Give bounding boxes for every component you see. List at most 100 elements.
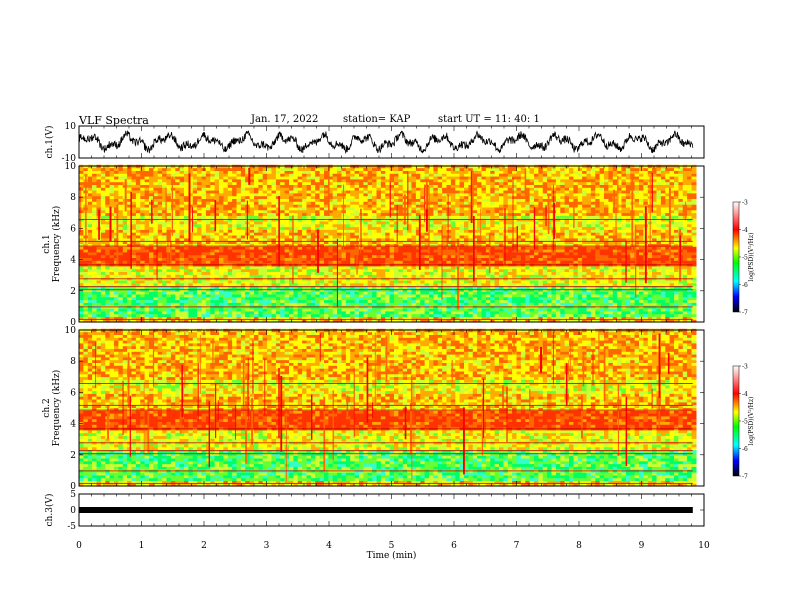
spectrogram-cell <box>280 204 286 208</box>
spectrogram-cell <box>254 271 259 275</box>
spectrogram-cell <box>464 206 469 211</box>
spectrogram-cell <box>79 243 84 247</box>
spectrogram-cell <box>306 302 312 306</box>
spectrogram-cell <box>240 170 246 174</box>
spectrogram-cell <box>332 313 338 317</box>
spectrogram-cell <box>249 215 255 219</box>
spectrogram-cell <box>127 257 133 261</box>
spectrogram-cell <box>442 279 448 284</box>
spectrogram-cell <box>179 246 185 250</box>
spectrogram-cell <box>398 167 404 171</box>
spectrogram-cell <box>442 173 448 177</box>
spectrogram-cell <box>219 254 224 258</box>
spectrogram-cell <box>302 178 308 183</box>
spectrogram-cell <box>407 243 413 247</box>
spectrogram-cell <box>415 260 421 264</box>
spectrogram-cell <box>332 257 338 261</box>
spectrogram-cell <box>109 206 115 211</box>
spectrogram-cell <box>79 296 84 301</box>
spectrogram-cell <box>402 223 408 228</box>
spectrogram-cell <box>249 170 255 174</box>
spectrogram-cell <box>367 282 373 287</box>
spectrogram-cell <box>96 249 102 253</box>
spectrogram-cell <box>385 302 391 306</box>
spectrogram-cell <box>319 246 325 250</box>
spectrogram-cell <box>118 192 124 197</box>
spectrogram-cell <box>144 240 150 244</box>
spectrogram-cell <box>354 170 360 174</box>
spectrogram-cell <box>179 291 185 295</box>
spectrogram-cell <box>271 173 277 177</box>
spectrogram-cell <box>415 223 421 228</box>
spectrogram-cell <box>122 310 128 315</box>
spectrogram-cell <box>302 198 308 202</box>
spectrogram-cell <box>144 229 150 233</box>
spectrogram-cell <box>135 235 141 239</box>
spectrogram-cell <box>302 249 308 253</box>
spectrogram-cell <box>293 170 299 174</box>
spectrogram-cell <box>127 249 133 253</box>
spectrogram-cell <box>258 235 264 239</box>
spectrogram-cell <box>297 313 303 317</box>
spectrogram-cell <box>179 223 185 228</box>
spectrogram-cell <box>275 274 281 278</box>
spectrogram-cell <box>227 181 233 185</box>
spectrogram-cell <box>455 220 461 225</box>
spectrogram-cell <box>385 285 391 289</box>
spectrogram-cell <box>135 220 141 225</box>
spectrogram-cell <box>223 237 229 242</box>
spectrogram-cell <box>92 212 98 216</box>
spectrogram-cell <box>433 254 439 258</box>
spectrogram-cell <box>240 279 246 284</box>
spectrogram-cell <box>254 268 259 272</box>
spectrogram-cell <box>236 226 242 230</box>
spectrogram-cell <box>118 319 124 323</box>
spectrogram-cell <box>227 296 233 301</box>
spectrogram-cell <box>232 167 238 171</box>
spectrogram-cell <box>188 198 194 202</box>
spectrogram-cell <box>354 187 360 191</box>
spectrogram-cell <box>249 316 255 320</box>
spectrogram-cell <box>188 254 194 258</box>
spectrogram-cell <box>140 254 146 258</box>
spectrogram-cell <box>433 173 439 177</box>
spectrogram-cell <box>380 268 386 272</box>
spectrogram-cell <box>205 209 211 214</box>
spectrogram-cell <box>359 293 364 298</box>
spectrogram-cell <box>92 209 98 214</box>
spectrogram-cell <box>100 220 106 225</box>
spectrogram-cell <box>162 249 168 253</box>
spectrogram-cell <box>459 204 465 208</box>
spectrogram-cell <box>79 257 84 261</box>
spectrogram-cell <box>424 257 430 261</box>
spectrogram-cell <box>205 316 211 320</box>
spectrogram-cell <box>131 240 137 244</box>
spectrogram-cell <box>271 192 277 197</box>
spectrogram-cell <box>188 170 194 174</box>
spectrogram-cell <box>324 215 329 219</box>
spectrogram-cell <box>415 274 421 278</box>
spectrogram-cell <box>289 299 294 303</box>
spectrogram-cell <box>175 198 181 202</box>
spectrogram-cell <box>389 229 395 233</box>
spectrogram-cell <box>411 254 417 258</box>
spectrogram-cell <box>402 313 408 317</box>
spectrogram-cell <box>464 198 469 202</box>
spectrogram-cell <box>420 190 426 194</box>
spectrogram-cell <box>109 296 115 301</box>
spectrogram-cell <box>459 308 465 312</box>
spectrogram-cell <box>214 170 220 174</box>
spectrogram-cell <box>337 271 343 275</box>
spectrogram-cell <box>240 246 246 250</box>
spectrogram-cell <box>319 173 325 177</box>
spectrogram-cell <box>170 181 176 185</box>
spectrogram-cell <box>87 299 93 303</box>
spectrogram-cell <box>464 204 469 208</box>
spectrogram-cell <box>372 184 378 188</box>
spectrogram-cell <box>79 260 84 264</box>
spectrogram-cell <box>140 243 146 247</box>
spectrogram-cell <box>293 229 299 233</box>
spectrogram-cell <box>341 181 347 185</box>
spectrogram-cell <box>249 187 255 191</box>
spectrogram-cell <box>385 201 391 205</box>
